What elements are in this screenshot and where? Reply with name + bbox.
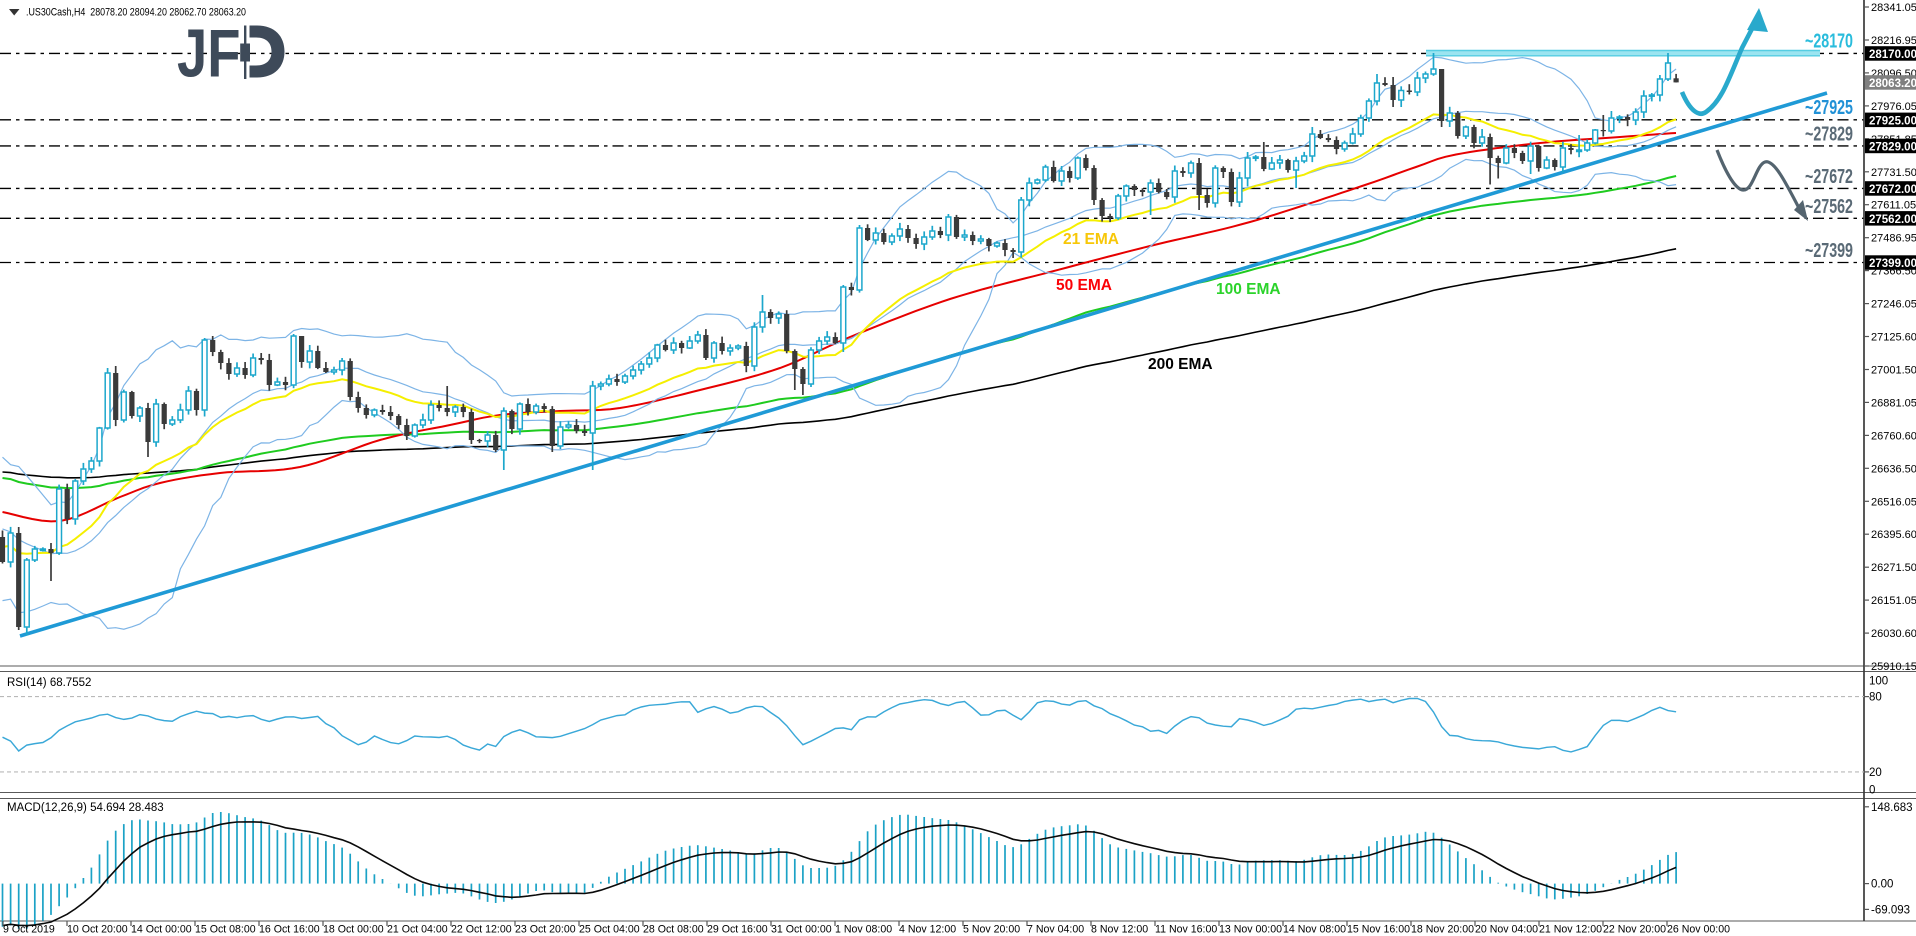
svg-text:21 Oct 04:00: 21 Oct 04:00 [387,924,448,936]
svg-text:15 Oct 08:00: 15 Oct 08:00 [195,924,256,936]
svg-text:26636.50: 26636.50 [1871,463,1916,475]
svg-text:27925.00: 27925.00 [1869,115,1916,127]
svg-text:27672.00: 27672.00 [1869,184,1916,196]
svg-text:27001.50: 27001.50 [1871,365,1916,377]
svg-text:23 Oct 20:00: 23 Oct 20:00 [515,924,576,936]
svg-text:27611.05: 27611.05 [1871,200,1916,212]
svg-text:27125.60: 27125.60 [1871,332,1916,344]
svg-text:21 EMA: 21 EMA [1063,231,1119,248]
svg-text:26271.50: 26271.50 [1871,562,1916,574]
svg-text:100: 100 [1869,675,1888,687]
svg-text:~27562: ~27562 [1805,195,1853,218]
svg-text:28 Oct 08:00: 28 Oct 08:00 [643,924,704,936]
svg-text:26760.60: 26760.60 [1871,430,1916,442]
svg-text:20: 20 [1869,767,1882,779]
svg-text:26881.05: 26881.05 [1871,397,1916,409]
svg-text:26516.05: 26516.05 [1871,496,1916,508]
svg-text:148.683: 148.683 [1871,802,1913,814]
svg-text:~28170: ~28170 [1805,30,1853,53]
svg-text:31 Oct 00:00: 31 Oct 00:00 [771,924,832,936]
svg-text:18 Oct 00:00: 18 Oct 00:00 [323,924,384,936]
svg-text:27829.00: 27829.00 [1869,142,1916,154]
svg-text:27731.50: 27731.50 [1871,167,1916,179]
svg-text:28216.95: 28216.95 [1871,35,1916,47]
svg-text:~27925: ~27925 [1805,96,1853,119]
svg-text:5 Nov 20:00: 5 Nov 20:00 [963,924,1020,936]
svg-text:10 Oct 20:00: 10 Oct 20:00 [67,924,128,936]
svg-text:~27672: ~27672 [1805,165,1853,188]
svg-text:28170.00: 28170.00 [1869,49,1916,61]
svg-text:27976.05: 27976.05 [1871,101,1916,113]
svg-text:22 Nov 20:00: 22 Nov 20:00 [1603,924,1666,936]
svg-text:22 Oct 12:00: 22 Oct 12:00 [451,924,512,936]
svg-text:0.00: 0.00 [1871,879,1893,891]
svg-text:JF: JF [177,16,240,92]
svg-text:MACD(12,26,9) 54.694 28.483: MACD(12,26,9) 54.694 28.483 [7,802,164,814]
svg-text:26030.60: 26030.60 [1871,628,1916,640]
svg-text:~27399: ~27399 [1805,239,1853,262]
svg-text:RSI(14) 68.7552: RSI(14) 68.7552 [7,677,91,689]
svg-text:25 Oct 04:00: 25 Oct 04:00 [579,924,640,936]
svg-text:29 Oct 16:00: 29 Oct 16:00 [707,924,768,936]
svg-text:15 Nov 16:00: 15 Nov 16:00 [1347,924,1410,936]
svg-text:7 Nov 04:00: 7 Nov 04:00 [1027,924,1084,936]
svg-text:28063.20: 28063.20 [1869,78,1916,90]
svg-text:27562.00: 27562.00 [1869,214,1916,226]
svg-text:4 Nov 12:00: 4 Nov 12:00 [899,924,956,936]
svg-text:.US30Cash,H4 28078.20 28094.2: .US30Cash,H4 28078.20 28094.20 28062.70 … [26,7,246,19]
svg-text:14 Oct 00:00: 14 Oct 00:00 [131,924,192,936]
svg-text:26395.60: 26395.60 [1871,529,1916,541]
svg-text:9 Oct 2019: 9 Oct 2019 [3,924,55,936]
svg-text:11 Nov 16:00: 11 Nov 16:00 [1155,924,1217,936]
svg-text:18 Nov 20:00: 18 Nov 20:00 [1411,924,1474,936]
svg-text:13 Nov 00:00: 13 Nov 00:00 [1219,924,1282,936]
svg-text:27486.95: 27486.95 [1871,233,1916,245]
svg-text:-69.093: -69.093 [1871,904,1910,916]
svg-text:28341.05: 28341.05 [1871,2,1916,14]
svg-text:200 EMA: 200 EMA [1148,356,1213,373]
svg-text:1 Nov 08:00: 1 Nov 08:00 [835,924,892,936]
svg-text:16 Oct 16:00: 16 Oct 16:00 [259,924,320,936]
svg-text:80: 80 [1869,692,1882,704]
svg-text:100 EMA: 100 EMA [1216,281,1281,298]
svg-text:0: 0 [1869,785,1875,797]
svg-text:14 Nov 08:00: 14 Nov 08:00 [1283,924,1346,936]
svg-text:8 Nov 12:00: 8 Nov 12:00 [1091,924,1148,936]
svg-text:50 EMA: 50 EMA [1056,277,1112,294]
svg-text:26151.05: 26151.05 [1871,595,1916,607]
svg-text:26 Nov 00:00: 26 Nov 00:00 [1667,924,1730,936]
svg-text:27246.05: 27246.05 [1871,299,1916,311]
svg-text:20 Nov 04:00: 20 Nov 04:00 [1475,924,1538,936]
svg-text:27399.00: 27399.00 [1869,258,1916,270]
svg-text:25910.15: 25910.15 [1871,661,1916,673]
svg-text:~27829: ~27829 [1805,123,1853,146]
svg-text:21 Nov 12:00: 21 Nov 12:00 [1539,924,1602,936]
